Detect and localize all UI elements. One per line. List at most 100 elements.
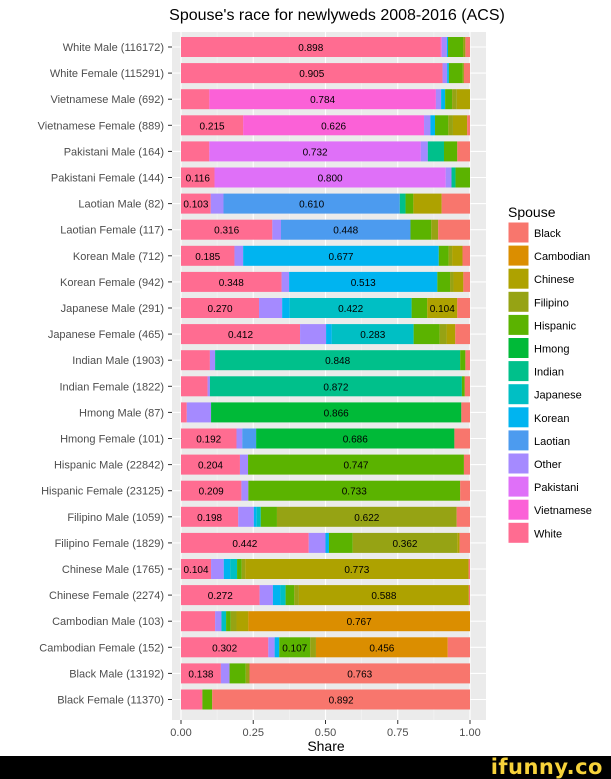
- bar-segment-other: [281, 271, 290, 292]
- legend-label: Other: [534, 459, 562, 471]
- bar-segment-other: [241, 480, 249, 501]
- y-tick-label: Indian Male (1903): [72, 355, 164, 367]
- data-label: 0.204: [198, 461, 223, 472]
- bar-segment-other: [268, 637, 275, 658]
- data-labels: 0.898 0.905 0.784 0.215 0.626 0.732 0.116 0.800…: [183, 43, 455, 707]
- data-label: 0.362: [392, 539, 417, 550]
- y-tick-label: Chinese Male (1765): [62, 564, 164, 576]
- bar-segment-white: [181, 219, 273, 240]
- bar-segment-other: [445, 167, 452, 188]
- bar-segment-other: [220, 663, 230, 684]
- bar-segment-black: [462, 245, 470, 266]
- bar-segment-indian: [451, 167, 456, 188]
- bar-segment-vietnamese: [243, 115, 425, 136]
- data-label: 0.747: [343, 461, 368, 472]
- data-label: 0.763: [347, 669, 372, 680]
- bar-segment-other: [442, 63, 448, 84]
- legend-label: Black: [534, 228, 561, 240]
- bar-segment-white: [181, 167, 215, 188]
- bar-segment-hispanic: [202, 689, 213, 710]
- data-label: 0.686: [343, 435, 368, 446]
- data-label: 0.677: [328, 252, 353, 263]
- data-label: 0.773: [344, 565, 369, 576]
- data-label: 0.192: [196, 435, 221, 446]
- bar-row: [181, 37, 470, 57]
- legend-label: Indian: [534, 367, 564, 379]
- legend-label: Vietnamese: [534, 505, 592, 517]
- y-tick-label: Pakistani Male (164): [64, 146, 164, 158]
- x-tick-label: 0.25: [243, 727, 264, 739]
- bar-row: [181, 376, 470, 397]
- y-tick-label: Black Male (13192): [69, 668, 164, 680]
- bar-segment-chinese: [427, 298, 458, 318]
- bar-segment-white: [181, 585, 260, 606]
- bar-segment-black: [456, 506, 470, 527]
- bar-segment-white: [181, 141, 210, 162]
- data-label: 0.215: [200, 121, 225, 132]
- bar-segment-hmong: [211, 402, 462, 423]
- bar-segment-laotian: [280, 219, 411, 240]
- data-label: 0.107: [282, 643, 307, 654]
- y-tick-label: Hmong Male (87): [79, 407, 164, 419]
- legend-key-cambodian: [507, 244, 530, 267]
- bar-segment-black: [463, 271, 470, 292]
- bar-segment-hispanic: [437, 271, 451, 292]
- data-label: 0.116: [186, 174, 211, 185]
- bar-row: [181, 324, 470, 345]
- legend-label: Hispanic: [534, 320, 577, 332]
- data-label: 0.283: [360, 330, 385, 341]
- stacked-bar-chart: Spouse's race for newlyweds 2008-2016 (A…: [38, 7, 592, 754]
- bar-segment-hispanic: [411, 298, 428, 318]
- bar-segment-other: [215, 611, 222, 632]
- bar-row: [181, 350, 470, 371]
- legend-key-korean: [507, 406, 530, 429]
- bar-segment-white: [181, 350, 210, 371]
- bar-segment-white: [181, 63, 443, 84]
- legend-label: White: [534, 528, 562, 540]
- bar-segment-other: [238, 506, 254, 527]
- bar-segment-other: [236, 428, 243, 449]
- bar-segment-cambodian: [315, 637, 448, 658]
- bar-segment-filipino: [276, 506, 457, 527]
- y-tick-label: White Female (115291): [50, 68, 164, 80]
- bar-segment-chinese: [453, 271, 464, 292]
- legend-key-filipino: [507, 290, 530, 313]
- data-label: 0.622: [354, 513, 379, 524]
- bar-segment-chinese: [456, 89, 470, 110]
- y-tick-label: Hispanic Male (22842): [54, 460, 164, 472]
- data-label: 0.626: [321, 121, 346, 132]
- data-label: 0.104: [184, 565, 209, 576]
- bar-segment-white: [181, 663, 221, 684]
- bar-segment-cambodian: [248, 611, 470, 632]
- bar-segment-korean: [272, 585, 281, 606]
- bar-segment-korean: [289, 271, 438, 292]
- bar-segment-black: [455, 324, 470, 345]
- bar-row: [181, 245, 470, 266]
- ifunny-watermark: ifunny.co: [490, 755, 603, 779]
- data-label: 0.866: [324, 408, 349, 419]
- bar-segment-black: [467, 115, 470, 136]
- bar-segment-white: [181, 193, 211, 214]
- bar-segment-filipino: [450, 271, 454, 292]
- bar-segment-black: [463, 454, 470, 475]
- bar-segment-white: [181, 611, 216, 632]
- data-label: 0.198: [197, 513, 222, 524]
- y-tick-label: Filipino Male (1059): [67, 512, 164, 524]
- bar-segment-other: [211, 559, 224, 579]
- legend-label: Pakistani: [534, 482, 579, 494]
- data-label: 0.892: [329, 696, 354, 707]
- bar-segment-filipino: [463, 37, 466, 57]
- bar-segment-hispanic: [448, 37, 464, 57]
- y-tick-label: Hmong Female (101): [60, 434, 164, 446]
- bar-row: [181, 193, 470, 214]
- bar-segment-chinese: [452, 115, 468, 136]
- data-label: 0.905: [299, 69, 324, 80]
- bar-segment-other: [420, 141, 428, 162]
- bar-row: [181, 219, 470, 240]
- legend-label: Filipino: [534, 297, 569, 309]
- bar-segment-laotian: [242, 428, 257, 449]
- data-label: 0.302: [212, 643, 237, 654]
- bar-segment-white: [181, 428, 237, 449]
- y-tick-label: Korean Male (712): [73, 251, 164, 263]
- y-tick-label: Laotian Female (117): [60, 225, 164, 237]
